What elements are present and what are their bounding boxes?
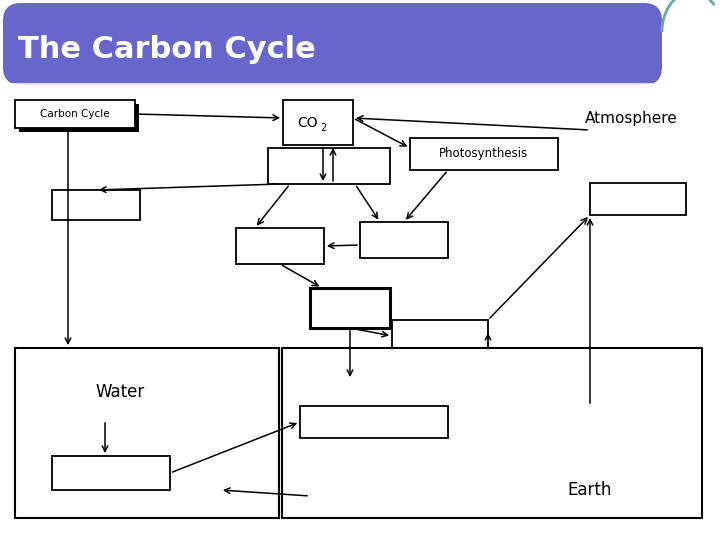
Bar — [52, 190, 140, 220]
Text: Carbon Cycle: Carbon Cycle — [40, 109, 110, 119]
Text: Photosynthesis: Photosynthesis — [439, 147, 528, 160]
Bar — [310, 380, 440, 412]
Bar — [236, 228, 324, 264]
FancyBboxPatch shape — [3, 3, 662, 85]
Text: The Carbon Cycle: The Carbon Cycle — [18, 36, 316, 64]
Bar — [283, 100, 353, 145]
Bar — [15, 348, 279, 518]
Bar — [392, 320, 488, 354]
Text: Atmosphere: Atmosphere — [585, 111, 678, 125]
Bar — [360, 222, 448, 258]
Bar — [590, 183, 686, 215]
Text: Water: Water — [95, 383, 145, 401]
Bar — [300, 406, 448, 438]
Bar — [410, 138, 558, 170]
Bar — [15, 100, 135, 128]
Bar — [268, 148, 390, 184]
Bar — [310, 288, 390, 328]
Text: 2: 2 — [320, 123, 326, 133]
Bar — [282, 348, 702, 518]
Bar — [19, 104, 139, 132]
Text: Earth: Earth — [568, 481, 612, 499]
Text: CO: CO — [297, 116, 318, 130]
Bar — [52, 456, 170, 490]
